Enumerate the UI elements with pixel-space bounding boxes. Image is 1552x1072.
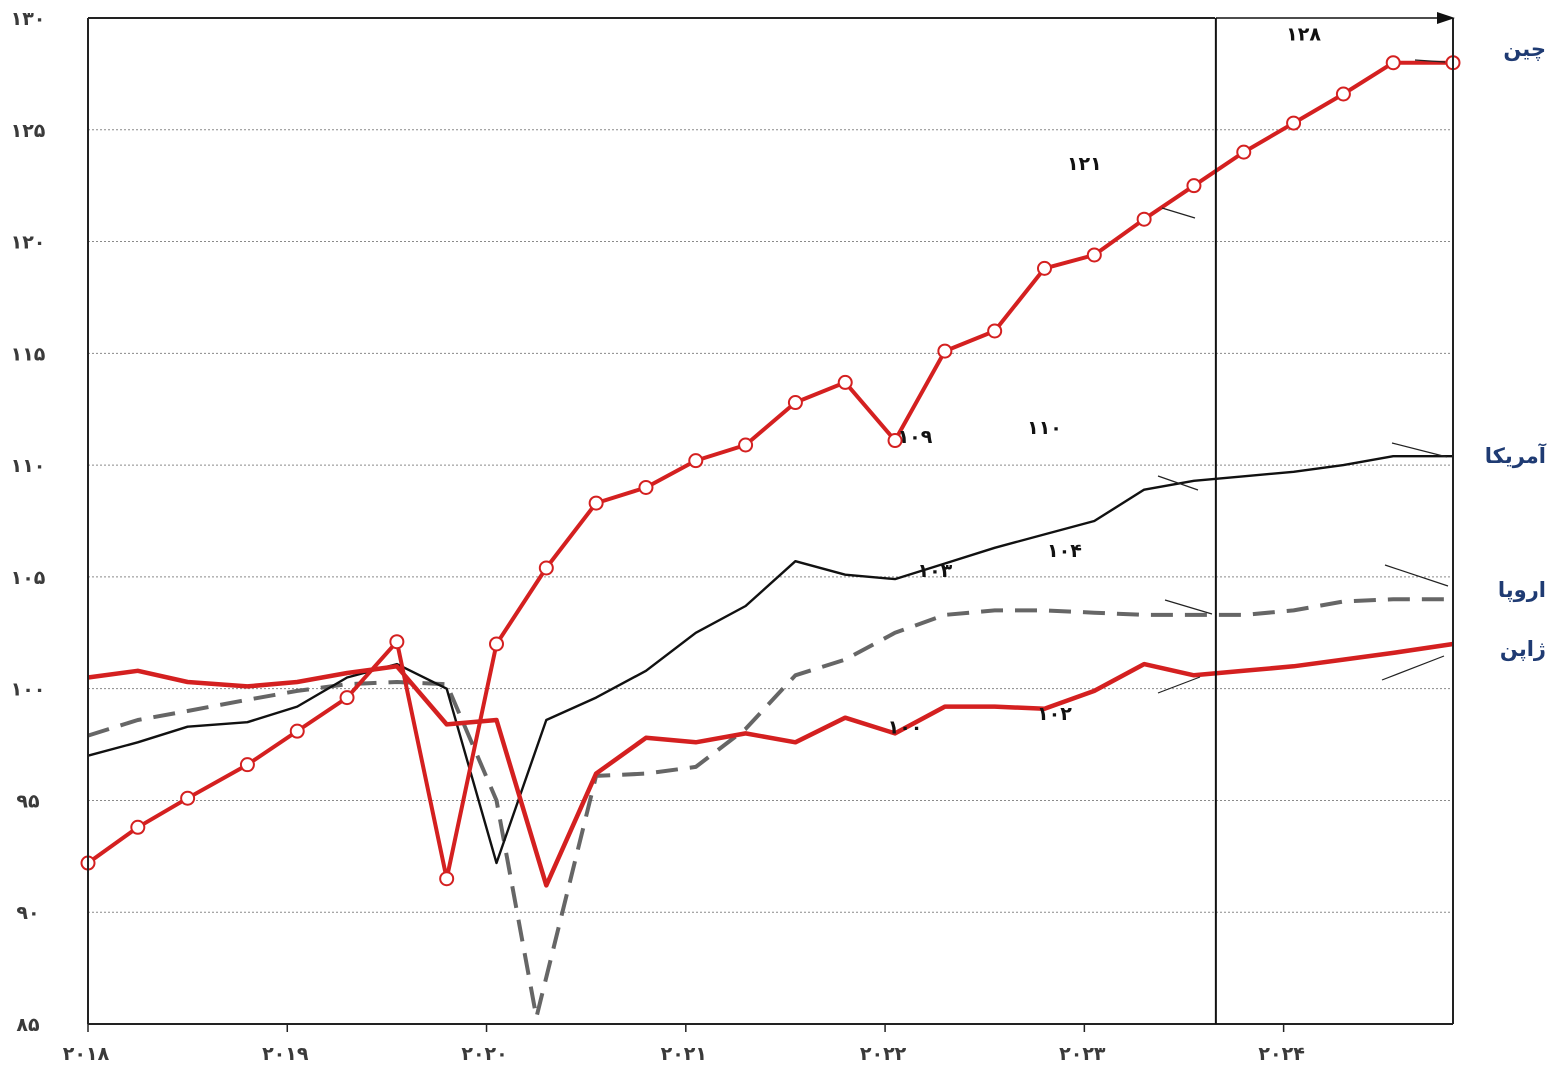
forecast-arrow-head [1437,12,1455,24]
data-point [489,636,505,652]
leader-line [1414,59,1446,63]
leader-line [1164,599,1213,615]
forecast-box [1214,12,1455,1024]
x-axis-ticks: ۲۰۱۸ ۲۰۱۹ ۲۰۲۰ ۲۰۲۱ ۲۰۲۲ ۲۰۲۳ ۲۰۲۴ [63,1024,1305,1065]
value-label: ۱۱۰ [1027,417,1062,439]
grid-lines [88,129,1453,913]
y-tick-label: ۱۱۰ [11,455,46,477]
leader-line [1157,676,1201,694]
series-line-0 [86,60,1453,881]
data-point [180,790,196,806]
data-point [887,433,903,449]
y-tick-label: ۹۰ [16,902,39,924]
data-point [538,560,554,576]
data-point [389,634,405,650]
value-label: ۱۰۴ [1047,540,1082,562]
x-tick-label: ۲۰۲۳ [1059,1043,1106,1065]
data-point [837,374,853,390]
data-point [688,453,704,469]
series-group [80,55,1461,1020]
series-line-2 [87,597,1453,1020]
plot-frame [87,17,1454,1025]
data-point [339,690,355,706]
x-tick-label: ۲۰۲۱ [661,1043,707,1065]
y-tick-label: ۹۵ [16,790,40,812]
y-tick-label: ۱۲۵ [11,120,46,142]
x-tick-label: ۲۰۱۹ [262,1043,309,1065]
x-tick-label: ۲۰۲۰ [461,1043,507,1065]
value-label: ۱۰۲ [1037,703,1072,725]
legend-entry: آمریکا [1485,443,1547,468]
data-point [1335,86,1351,102]
data-point [1236,144,1252,160]
y-axis-ticks: ۸۵ ۹۰ ۹۵ ۱۰۰ ۱۰۵ ۱۱۰ ۱۱۵ ۱۲۰ ۱۲۵ ۱۳۰ [11,8,46,1036]
data-point [439,871,455,887]
leader-line [1384,564,1449,587]
data-point [1286,115,1302,131]
data-point [1086,247,1102,263]
data-point [738,437,754,453]
y-tick-label: ۱۱۵ [11,343,46,365]
series-line-3 [87,641,1454,888]
data-point [1036,260,1052,276]
data-point [937,343,953,359]
data-point [289,723,305,739]
data-point [987,323,1003,339]
data-point [638,479,654,495]
data-point [239,757,255,773]
y-tick-label: ۱۳۰ [11,8,46,30]
y-tick-label: ۱۲۰ [11,232,46,254]
x-tick-label: ۲۰۲۲ [860,1043,907,1065]
leader-line [1391,442,1448,458]
data-point [1186,178,1202,194]
data-point [787,395,803,411]
value-label: ۱۰۹ [898,426,933,448]
data-point [1136,211,1152,227]
legend-entry: اروپا [1498,578,1546,602]
data-point [588,495,604,511]
value-label: ۱۰۰ [888,716,923,738]
y-tick-label: ۸۵ [16,1014,40,1036]
y-tick-label: ۱۰۵ [11,567,46,589]
leader-line [1157,475,1199,491]
value-label: ۱۲۱ [1067,153,1102,175]
value-label: ۱۰۳ [917,560,952,582]
legend-entry: ژاپن [1500,637,1546,661]
data-point [130,819,146,835]
series-line-1 [87,455,1453,865]
legend-entry: چین [1503,37,1546,61]
y-tick-label: ۱۰۰ [11,679,46,701]
value-label: ۱۲۸ [1286,23,1321,45]
leader-line [1161,207,1196,219]
x-tick-label: ۲۰۱۸ [63,1043,110,1065]
value-labels: ۱۲۸ ۱۲۱ ۱۰۹ ۱۱۰ ۱۰۳ ۱۰۴ ۱۰۰ ۱۰۲ [888,23,1449,738]
x-tick-label: ۲۰۲۴ [1258,1043,1304,1065]
leader-line [1381,655,1445,681]
data-point [1385,55,1401,71]
legend: چین آمریکا اروپا ژاپن [1485,37,1547,661]
